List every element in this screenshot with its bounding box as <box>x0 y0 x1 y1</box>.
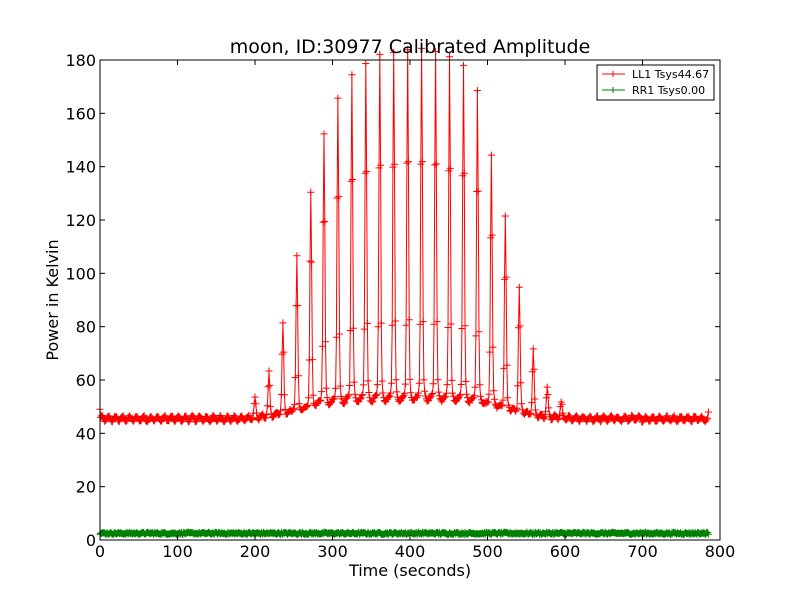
x-tick-label: 800 <box>705 542 736 561</box>
y-tick-label: 120 <box>65 211 96 230</box>
x-tick-label: 700 <box>627 542 658 561</box>
y-tick-label: 40 <box>76 424 96 443</box>
legend-marker <box>610 87 616 93</box>
x-tick-label: 500 <box>472 542 503 561</box>
plot-background <box>100 60 720 540</box>
legend-marker <box>610 71 616 77</box>
x-tick-label: 200 <box>240 542 271 561</box>
y-axis-title: Power in Kelvin <box>43 239 62 360</box>
legend: LL1 Tsys44.67 RR1 Tsys0.00 <box>596 64 715 101</box>
y-tick-label: 140 <box>65 158 96 177</box>
y-tick-label: 0 <box>86 531 96 550</box>
legend-label: LL1 Tsys44.67 <box>632 68 709 81</box>
x-tick-label: 100 <box>162 542 193 561</box>
x-tick-label: 0 <box>95 542 105 561</box>
y-tick-label: 80 <box>76 318 96 337</box>
y-tick-label: 160 <box>65 104 96 123</box>
x-axis-title: Time (seconds) <box>348 561 471 580</box>
ticks-layer: 0 100 200 300 400 500 600 700 800 0 20 40 60 80 100 120… <box>65 51 735 561</box>
legend-item: LL1 Tsys44.67 <box>602 68 709 81</box>
y-tick-label: 20 <box>76 478 96 497</box>
y-tick-label: 180 <box>65 51 96 70</box>
y-tick-label: 60 <box>76 371 96 390</box>
legend-box <box>596 64 715 101</box>
legend-item: RR1 Tsys0.00 <box>602 84 705 97</box>
legend-label: RR1 Tsys0.00 <box>632 84 705 97</box>
chart-title: moon, ID:30977 Calibrated Amplitude <box>230 36 591 58</box>
y-tick-label: 100 <box>65 264 96 283</box>
x-tick-label: 300 <box>317 542 348 561</box>
x-tick-label: 600 <box>550 542 581 561</box>
x-tick-label: 400 <box>395 542 426 561</box>
